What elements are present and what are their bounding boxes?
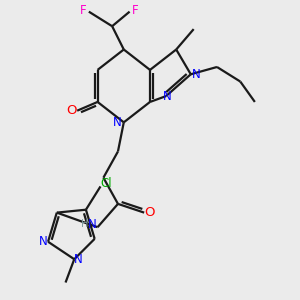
Text: H: H (81, 219, 88, 229)
Text: N: N (88, 218, 97, 231)
Text: F: F (131, 4, 138, 17)
Text: N: N (192, 68, 200, 81)
Text: N: N (163, 90, 172, 103)
Text: N: N (38, 235, 47, 248)
Text: N: N (113, 116, 122, 129)
Text: N: N (74, 253, 83, 266)
Text: F: F (80, 4, 87, 17)
Text: Cl: Cl (100, 177, 112, 190)
Text: O: O (144, 206, 155, 219)
Text: O: O (67, 104, 77, 117)
